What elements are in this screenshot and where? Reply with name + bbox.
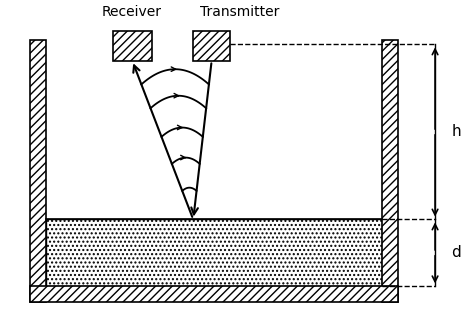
Text: h: h — [451, 124, 461, 139]
Bar — [113, 31, 152, 61]
Text: Receiver: Receiver — [102, 5, 162, 19]
Bar — [46, 219, 382, 286]
Bar — [193, 31, 230, 61]
Bar — [382, 40, 398, 302]
Bar — [30, 40, 46, 302]
Text: d: d — [451, 245, 461, 260]
Bar — [30, 286, 398, 302]
Text: Transmitter: Transmitter — [200, 5, 279, 19]
